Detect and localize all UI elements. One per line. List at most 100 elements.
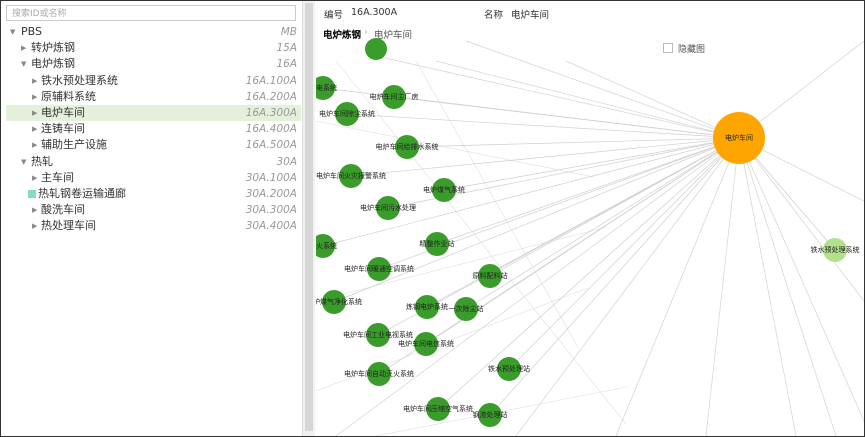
expand-arrow[interactable]: ▶: [32, 141, 38, 150]
edge: [738, 137, 797, 436]
expand-arrow[interactable]: ▼: [10, 28, 16, 36]
tree-panel: 搜索ID或名称 ▼ PBS MB ▶ 转炉炼钢 15A ▼ 电炉炼钢 16A ▶ 铁水预处理系统 16…: [1, 1, 303, 436]
graph-node[interactable]: [454, 297, 478, 321]
expand-arrow[interactable]: ▶: [32, 125, 38, 134]
tree-row[interactable]: ▼ 电炉炼钢 16A: [6, 56, 301, 72]
hide-graph-checkbox[interactable]: 隐藏图: [663, 42, 705, 55]
edge: [435, 60, 740, 139]
edge: [346, 113, 740, 139]
node-icon: [28, 190, 36, 198]
tree-row[interactable]: ▶ 主车间 30A.100A: [6, 170, 301, 186]
edge: [705, 137, 740, 436]
node-label: 电炉煤气系统: [423, 185, 465, 194]
node-label: 铁水预处理站: [488, 364, 530, 373]
name-value: 电炉车间: [511, 10, 550, 21]
tree-row[interactable]: ▼ 热轧 30A: [6, 154, 301, 170]
expand-arrow[interactable]: ▶: [32, 92, 38, 101]
name-label: 名称: [484, 10, 504, 21]
graph-node[interactable]: [425, 232, 449, 256]
tree-row[interactable]: ▶ 转炉炼钢 15A: [6, 40, 301, 56]
graph-node[interactable]: [366, 323, 390, 347]
graph-node[interactable]: [365, 38, 387, 60]
tree-row[interactable]: ▶ 电炉车间 16A.300A: [6, 105, 301, 121]
tree-name: 转炉炼钢: [31, 41, 75, 55]
graph-node[interactable]: [432, 178, 456, 202]
scrollbar[interactable]: [303, 1, 315, 436]
edge: [515, 137, 740, 436]
tree-name: 连铸车间: [41, 122, 85, 136]
tree-code: 16A: [276, 58, 297, 71]
graph-node[interactable]: [415, 295, 439, 319]
tree-name: 主车间: [41, 170, 74, 184]
tree-code: 15A: [276, 42, 297, 55]
node-label: 电炉车间除尘系统: [319, 109, 375, 118]
graph-node[interactable]: [316, 76, 335, 100]
side-node[interactable]: [823, 238, 847, 262]
tree-row[interactable]: ▶ 热处理车间 30A.400A: [6, 218, 301, 234]
edge: [316, 287, 589, 392]
graph-node[interactable]: [478, 264, 502, 288]
tree-name: 电炉炼钢: [31, 57, 75, 71]
tree-code: 30A: [276, 155, 297, 168]
node-label: 电炉车间自动灭火系统: [344, 369, 414, 378]
edge: [436, 137, 740, 245]
edge: [465, 40, 740, 139]
tree-code: 16A.100A: [245, 74, 297, 87]
graph-node[interactable]: [382, 85, 406, 109]
graph-node[interactable]: [367, 257, 391, 281]
id-value: 16A.300A: [351, 7, 398, 18]
tree-row[interactable]: ▶ 连铸车间 16A.400A: [6, 121, 301, 137]
tree-row[interactable]: ▶ 酸洗车间 30A.300A: [6, 202, 301, 218]
tree-row[interactable]: ▶ 辅助生产设施 16A.500A: [6, 137, 301, 153]
edge: [443, 137, 740, 191]
node-label: 灭火系统: [316, 241, 337, 250]
tree-name: 原辅料系统: [41, 89, 96, 103]
expand-arrow[interactable]: ▶: [21, 44, 27, 53]
graph-node[interactable]: [335, 102, 359, 126]
edge: [375, 386, 628, 436]
graph-node[interactable]: [497, 357, 521, 381]
expand-arrow[interactable]: ▶: [32, 109, 38, 117]
expand-arrow[interactable]: ▶: [32, 173, 38, 182]
expand-arrow[interactable]: ▶: [32, 76, 38, 85]
expand-arrow[interactable]: ▼: [21, 60, 27, 69]
tree-name: 热轧钢卷运输通廊: [38, 187, 126, 200]
node-label: 钢渣处理站: [473, 410, 508, 419]
scroll-thumb[interactable]: [305, 3, 313, 431]
tree-code: MB: [280, 26, 297, 38]
tree-row[interactable]: ▼ PBS MB: [6, 24, 301, 40]
center-node[interactable]: [713, 112, 765, 164]
tree-code: 16A.200A: [245, 90, 297, 103]
edge: [377, 137, 740, 336]
edge: [738, 137, 864, 302]
node-label: 电炉车间电信系统: [398, 339, 454, 348]
graph-node[interactable]: [339, 164, 363, 188]
node-label: 电炉车间火灾报警系统: [316, 171, 386, 180]
tree-row[interactable]: ▶ 铁水预处理系统 16A.100A: [6, 73, 301, 89]
crumb-item[interactable]: 电炉车间: [374, 30, 413, 41]
expand-arrow[interactable]: ▶: [32, 206, 38, 215]
graph-node[interactable]: [376, 196, 400, 220]
edge: [489, 137, 740, 416]
expand-arrow[interactable]: ▼: [21, 157, 27, 166]
graph-node[interactable]: [426, 397, 450, 421]
edge: [378, 137, 740, 375]
graph-node[interactable]: [322, 290, 346, 314]
tree-code: 16A.500A: [245, 139, 297, 152]
tree-row[interactable]: ▶ 原辅料系统 16A.200A: [6, 89, 301, 105]
graph-node[interactable]: [316, 234, 335, 258]
crumb-item[interactable]: 电炉炼钢: [323, 30, 362, 41]
graph-node[interactable]: [478, 403, 502, 427]
tree-name: 热处理车间: [41, 219, 96, 233]
edge: [316, 120, 595, 178]
node-label: 电炉车间暖通空调系统: [344, 264, 414, 273]
tree-code: 30A.300A: [245, 204, 297, 217]
expand-arrow[interactable]: ▶: [32, 222, 38, 231]
node-label: 电炉车间压缩空气系统: [403, 404, 473, 413]
graph-node[interactable]: [414, 332, 438, 356]
graph-node[interactable]: [367, 362, 391, 386]
graph-node[interactable]: [395, 135, 419, 159]
search-input[interactable]: 搜索ID或名称: [6, 5, 296, 21]
tree-name: 辅助生产设施: [41, 138, 107, 152]
tree-row[interactable]: 热轧钢卷运输通廊 30A.200A: [6, 186, 301, 202]
